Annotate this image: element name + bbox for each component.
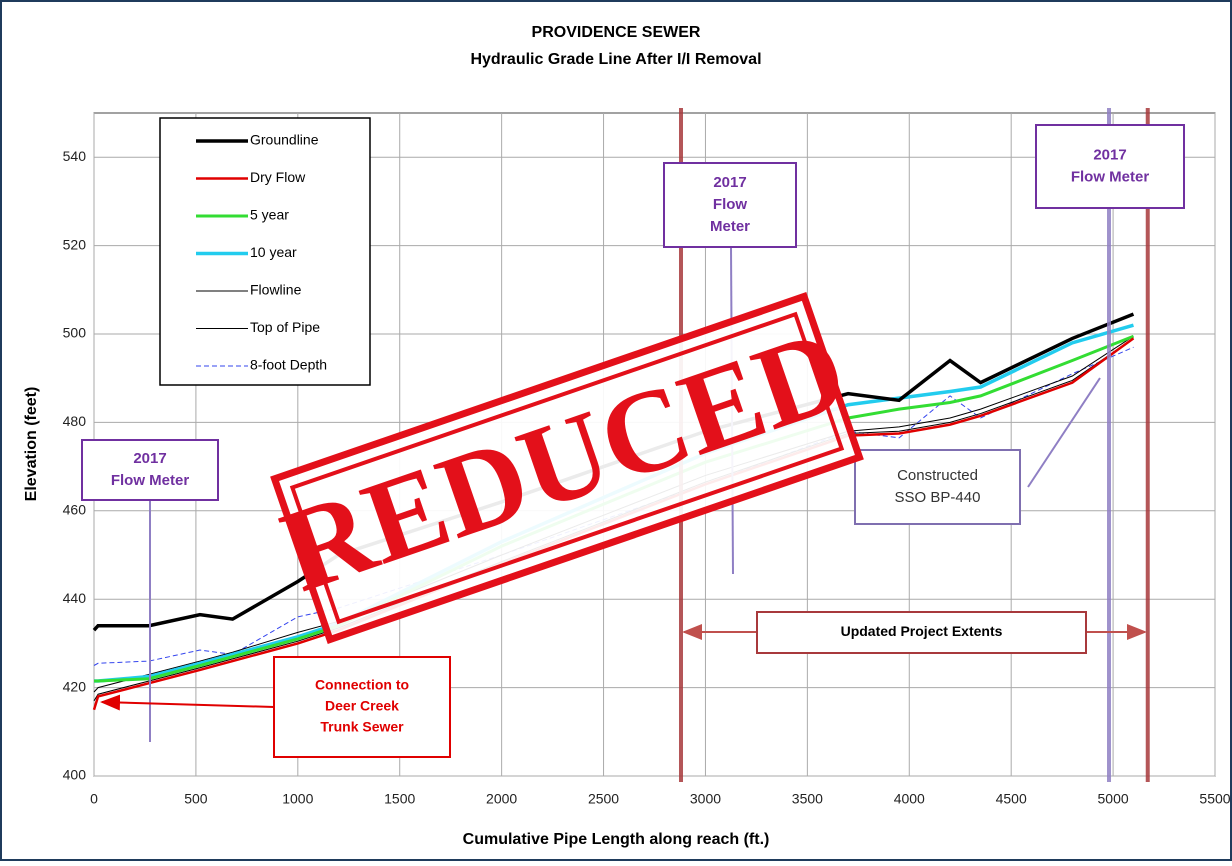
annotation-box: [1035, 124, 1185, 209]
annotation-text: Flow: [713, 196, 747, 213]
x-tick-label: 1500: [384, 791, 415, 807]
x-tick-label: 3000: [690, 791, 721, 807]
annotation-text: Updated Project Extents: [841, 623, 1003, 639]
stamp-border: [270, 292, 864, 644]
annotation-text: 2017: [713, 174, 746, 191]
legend-label: 8-foot Depth: [250, 357, 327, 373]
x-axis-label: Cumulative Pipe Length along reach (ft.): [463, 831, 770, 848]
y-axis-label: Elevation (feet): [23, 387, 40, 502]
legend-label: Dry Flow: [250, 169, 306, 185]
x-tick-label: 5000: [1098, 791, 1129, 807]
x-tick-label: 0: [90, 791, 98, 807]
x-tick-label: 2500: [588, 791, 619, 807]
x-tick-label: 1000: [282, 791, 313, 807]
annotation-text: Flow Meter: [1071, 168, 1150, 185]
x-tick-label: 2000: [486, 791, 517, 807]
annotation-text: Connection to: [315, 677, 409, 693]
x-tick-label: 3500: [792, 791, 823, 807]
y-tick-label: 520: [63, 236, 87, 252]
legend: Groundline Dry Flow 5 year 10 year Flowline T…: [159, 117, 371, 386]
series-line: [93, 346, 1134, 666]
y-tick-label: 420: [63, 678, 87, 694]
x-tick-label: 5500: [1199, 791, 1230, 807]
annotation-text: Constructed: [897, 467, 978, 484]
legend-label: Flowline: [250, 282, 302, 298]
chart-subtitle: Hydraulic Grade Line After I/I Removal: [470, 51, 761, 68]
chart-title: PROVIDENCE SEWER: [532, 24, 701, 41]
stamp-inner-border: [289, 311, 845, 625]
annotation-text: SSO BP-440: [895, 489, 981, 506]
annotation-text: Flow Meter: [111, 472, 190, 489]
legend-box: [159, 117, 371, 386]
annotation-text: Deer Creek: [325, 698, 399, 714]
x-tick-label: 4000: [894, 791, 925, 807]
pointer: [1027, 377, 1101, 488]
y-tick-label: 440: [63, 590, 87, 606]
annotations: 2017 Flow Meter 2017 Flow Meter 2017 Flow Mete…: [81, 124, 1185, 758]
legend-label: 10 year: [250, 244, 297, 260]
y-tick-label: 400: [63, 767, 87, 783]
annotation-box: [854, 449, 1021, 525]
legend-label: Groundline: [250, 132, 319, 148]
legend-label: Top of Pipe: [250, 319, 320, 335]
annotation-text: Trunk Sewer: [320, 719, 404, 735]
annotation-box: [756, 611, 1087, 654]
x-tick-label: 500: [184, 791, 208, 807]
annotation-box: [81, 439, 219, 501]
y-tick-label: 460: [63, 502, 87, 518]
y-tick-label: 500: [63, 325, 87, 341]
annotation-text: Meter: [710, 218, 750, 235]
legend-label: 5 year: [250, 207, 289, 223]
annotation-box: [663, 162, 797, 248]
y-tick-label: 540: [63, 148, 87, 164]
arrow: [100, 694, 275, 711]
x-tick-label: 4500: [996, 791, 1027, 807]
y-tick-label: 480: [63, 413, 87, 429]
annotation-box: [273, 656, 451, 758]
annotation-text: 2017: [133, 450, 166, 467]
annotation-text: 2017: [1093, 146, 1126, 163]
